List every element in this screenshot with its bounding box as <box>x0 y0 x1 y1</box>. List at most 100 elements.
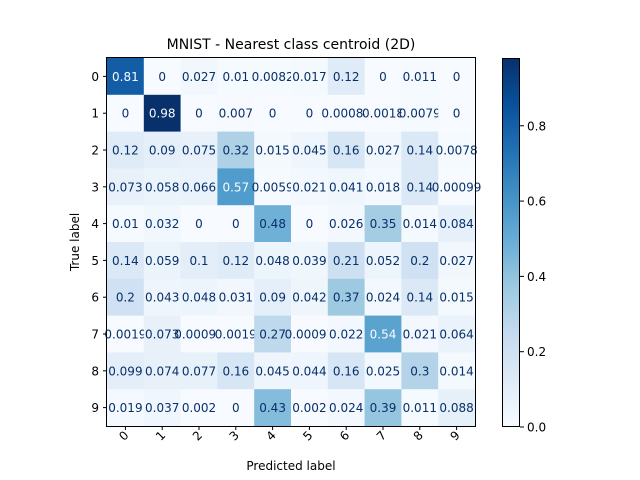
heatmap-cell <box>107 389 145 427</box>
cell-value-label: 0.045 <box>292 144 326 158</box>
cell-value-label: 0.0078 <box>436 144 478 158</box>
cell-value-label: 0.037 <box>145 401 179 415</box>
x-tick-label: 1 <box>153 428 168 443</box>
cell-value-label: 0.014 <box>439 364 473 378</box>
heatmap-cell <box>291 315 329 353</box>
cell-value-label: 0.27 <box>259 328 286 342</box>
x-tick-label: 7 <box>374 428 389 443</box>
y-tick-label: 2 <box>91 144 99 158</box>
cell-value-label: 0.54 <box>370 328 397 342</box>
cell-value-label: 0.14 <box>406 144 433 158</box>
heatmap-cell <box>438 389 476 427</box>
heatmap-cell <box>217 205 255 243</box>
y-axis-label: True label <box>68 213 82 272</box>
y-tick-label: 4 <box>91 217 99 231</box>
heatmap-cell <box>217 58 255 96</box>
cell-value-label: 0.088 <box>439 401 473 415</box>
heatmap-cell <box>107 58 145 96</box>
heatmap-cell <box>107 315 145 353</box>
cell-value-label: 0.044 <box>292 364 326 378</box>
cell-value-label: 0.014 <box>403 217 437 231</box>
heatmap-cell <box>438 131 476 169</box>
cell-value-label: 0.015 <box>255 144 289 158</box>
x-tick-label: 6 <box>337 428 352 443</box>
heatmap-cell <box>254 58 292 96</box>
heatmap-cell <box>180 352 218 390</box>
cell-value-label: 0.98 <box>149 107 176 121</box>
heatmap-cell <box>364 58 402 96</box>
heatmap-cell <box>364 352 402 390</box>
cell-value-label: 0.039 <box>292 254 326 268</box>
heatmap-cell <box>180 205 218 243</box>
cell-value-label: 0.027 <box>439 254 473 268</box>
cell-value-label: 0 <box>195 107 203 121</box>
heatmap-cell <box>143 131 182 169</box>
heatmap-cell <box>327 278 366 317</box>
plot-frame <box>106 57 476 427</box>
cell-value-label: 0.058 <box>145 180 179 194</box>
cell-value-label: 0.16 <box>222 364 249 378</box>
cell-value-label: 0.073 <box>108 180 142 194</box>
heatmap-cell <box>180 168 218 206</box>
cell-value-label: 0.16 <box>333 364 360 378</box>
heatmap-cell <box>254 315 292 353</box>
cell-value-label: 0.074 <box>145 364 179 378</box>
heatmap-cell <box>254 131 292 169</box>
cell-value-label: 0 <box>379 70 387 84</box>
y-tick-label: 3 <box>91 180 99 194</box>
cell-value-label: 0.48 <box>259 217 286 231</box>
cell-value-label: 0.021 <box>403 328 437 342</box>
cell-value-label: 0 <box>269 107 277 121</box>
cell-value-label: 0 <box>232 217 240 231</box>
colorbar: 0.0 0.2 0.4 0.6 0.8 <box>502 58 546 435</box>
heatmap-cell <box>217 352 255 390</box>
cell-value-label: 0.084 <box>439 217 473 231</box>
cell-value-label: 0 <box>195 217 203 231</box>
heatmap-cell <box>254 205 292 243</box>
cell-value-label: 0.077 <box>182 364 216 378</box>
heatmap-cell <box>438 315 476 353</box>
heatmap-cell <box>180 389 218 427</box>
cell-value-label: 0.002 <box>182 401 216 415</box>
cell-value-label: 0.81 <box>112 70 139 84</box>
cell-value-label: 0.042 <box>292 291 326 305</box>
cell-value-label: 0.045 <box>255 364 289 378</box>
heatmap-cell <box>254 94 292 133</box>
cell-value-label: 0.052 <box>366 254 400 268</box>
cell-value-label: 0.024 <box>329 401 363 415</box>
heatmap-cell <box>180 58 218 96</box>
heatmap-cell <box>291 242 329 280</box>
heatmap-cell <box>143 315 182 353</box>
heatmap-cell <box>401 278 439 317</box>
heatmap-cell <box>143 94 182 133</box>
x-axis-ticks: 0 1 2 3 4 5 6 7 8 9 <box>116 426 463 444</box>
cell-value-label: 0.026 <box>329 217 363 231</box>
cell-value-label: 0.09 <box>149 144 176 158</box>
heatmap-cell <box>217 278 255 317</box>
cell-value-label: 0.01 <box>222 70 249 84</box>
heatmap-cell <box>401 131 439 169</box>
heatmap-cell <box>217 94 255 133</box>
y-tick-label: 1 <box>91 107 99 121</box>
cell-value-label: 0.027 <box>182 70 216 84</box>
cell-value-label: 0.048 <box>255 254 289 268</box>
chart-title: MNIST - Nearest class centroid (2D) <box>167 37 416 53</box>
heatmap-cell <box>143 389 182 427</box>
cell-value-label: 0.00097 <box>174 328 224 342</box>
heatmap-cell <box>401 58 439 96</box>
colorbar-tick-label: 0.4 <box>527 270 546 284</box>
cell-value-label: 0.021 <box>292 180 326 194</box>
heatmap-cell <box>254 168 292 206</box>
heatmap-cell <box>401 94 439 133</box>
x-tick-label: 9 <box>447 428 462 443</box>
cell-value-label: 0.35 <box>370 217 397 231</box>
cell-value-label: 0.3 <box>410 364 429 378</box>
cell-value-label: 0.0019 <box>104 328 146 342</box>
heatmap-cell <box>107 168 145 206</box>
cell-value-label: 0.2 <box>116 291 135 305</box>
cell-value-label: 0.00088 <box>321 107 371 121</box>
cell-value-label: 0.16 <box>333 144 360 158</box>
heatmap-cell <box>254 352 292 390</box>
